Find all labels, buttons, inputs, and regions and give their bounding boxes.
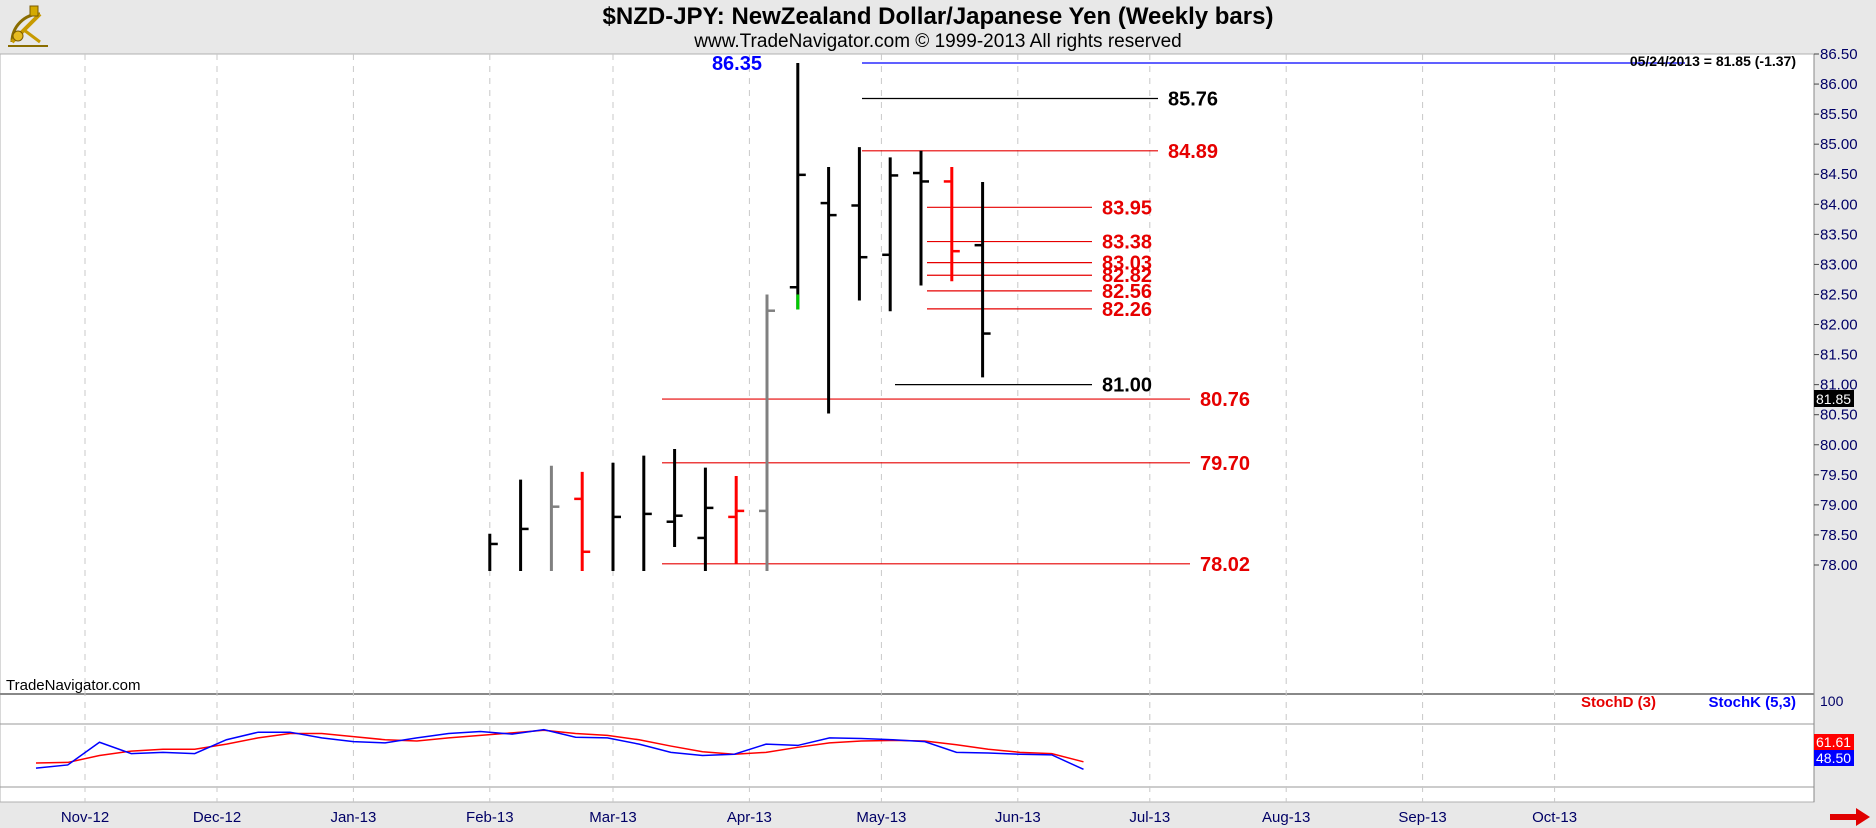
stoch-d-label: StochD (3) <box>1581 694 1656 711</box>
price-tick-label: 81.50 <box>1820 347 1858 364</box>
level-label: 86.35 <box>712 53 762 75</box>
level-label: 78.02 <box>1200 554 1250 576</box>
stoch-k-badge: 48.50 <box>1814 750 1854 766</box>
stoch-d-badge-text: 61.61 <box>1816 734 1851 750</box>
date-tick-label: Nov-12 <box>61 809 109 826</box>
chart-subtitle: www.TradeNavigator.com © 1999-2013 All r… <box>694 31 1182 52</box>
price-tick-label: 86.50 <box>1820 46 1858 63</box>
price-levels: 86.35 85.76 84.89 83.95 83.3883.0382.8282.56… <box>662 53 1685 576</box>
chart-header: $NZD-JPY: NewZealand Dollar/Japanese Yen… <box>0 0 1876 54</box>
sextant-logo-icon <box>8 5 48 47</box>
stoch-k-badge-text: 48.50 <box>1816 750 1851 766</box>
price-tick-label: 84.50 <box>1820 166 1858 183</box>
level-label: 82.82 <box>1102 265 1152 287</box>
date-tick-label: Jun-13 <box>995 809 1041 826</box>
scroll-right-arrow-icon[interactable] <box>1830 808 1870 826</box>
level-label: 81.00 <box>1102 375 1152 397</box>
price-tick-label: 79.50 <box>1820 467 1858 484</box>
date-tick-label: Jan-13 <box>330 809 376 826</box>
last-price-label: 05/24/2013 = 81.85 (-1.37) <box>1630 53 1796 69</box>
price-tick-label: 82.50 <box>1820 286 1858 303</box>
price-tick-label: 86.00 <box>1820 76 1858 93</box>
level-label: 79.70 <box>1200 453 1250 475</box>
date-tick-label: May-13 <box>856 809 906 826</box>
price-tick-label: 80.50 <box>1820 407 1858 424</box>
date-tick-label: Dec-12 <box>193 809 241 826</box>
level-label: 82.26 <box>1102 299 1152 321</box>
date-tick-label: Jul-13 <box>1129 809 1170 826</box>
price-tick-label: 78.00 <box>1820 557 1858 574</box>
date-tick-label: Sep-13 <box>1398 809 1446 826</box>
date-tick-label: Oct-13 <box>1532 809 1577 826</box>
level-label: 84.89 <box>1168 141 1218 163</box>
date-tick-label: Apr-13 <box>727 809 772 826</box>
last-price-badge-text: 81.85 <box>1816 391 1851 407</box>
stochastic-panel <box>0 693 1815 803</box>
level-label: 83.03 <box>1102 253 1152 275</box>
date-axis: Nov-12 Dec-12 Jan-13 Feb-13 Mar-13 Apr-13 May-… <box>61 809 1577 826</box>
stoch-top-tick: 100 <box>1820 693 1844 709</box>
watermark: TradeNavigator.com <box>6 677 141 694</box>
date-tick-label: Aug-13 <box>1262 809 1310 826</box>
price-tick-label: 84.00 <box>1820 196 1858 213</box>
price-tick-label: 82.00 <box>1820 317 1858 334</box>
stoch-d-badge: 61.61 <box>1814 734 1854 750</box>
date-tick-label: Feb-13 <box>466 809 514 826</box>
price-panel <box>0 53 1815 695</box>
level-label: 83.95 <box>1102 197 1152 219</box>
price-tick-label: 78.50 <box>1820 527 1858 544</box>
level-label: 82.56 <box>1102 281 1152 303</box>
stoch-k-line <box>35 728 1084 771</box>
ohlc-bars <box>488 63 991 572</box>
price-tick-label: 81.00 <box>1820 377 1858 394</box>
price-tick-label: 79.00 <box>1820 497 1858 514</box>
last-price-badge: 81.85 <box>1814 390 1854 407</box>
stoch-k-label: StochK (5,3) <box>1708 694 1796 711</box>
chart-title: $NZD-JPY: NewZealand Dollar/Japanese Yen… <box>602 3 1274 30</box>
price-tick-label: 83.00 <box>1820 256 1858 273</box>
level-label: 83.38 <box>1102 232 1152 254</box>
price-tick-label: 83.50 <box>1820 226 1858 243</box>
price-tick-label: 85.50 <box>1820 106 1858 123</box>
price-tick-label: 85.00 <box>1820 136 1858 153</box>
level-label: 85.76 <box>1168 88 1218 110</box>
price-tick-label: 80.00 <box>1820 437 1858 454</box>
vertical-gridlines <box>84 54 1556 802</box>
stochastic-lines <box>35 728 1084 771</box>
price-axis: 78.00 78.50 79.00 79.50 80.00 80.50 81.00 81.50… <box>1813 46 1858 802</box>
date-tick-label: Mar-13 <box>589 809 637 826</box>
level-label: 80.76 <box>1200 389 1250 411</box>
